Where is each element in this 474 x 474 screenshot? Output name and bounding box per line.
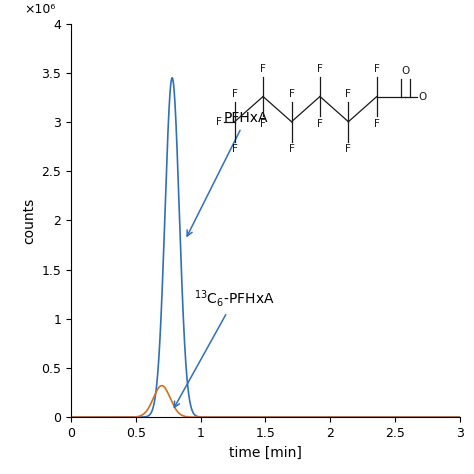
Text: O: O <box>418 91 426 101</box>
Text: F: F <box>260 64 266 74</box>
Text: F: F <box>216 117 222 127</box>
Text: F: F <box>374 119 380 129</box>
Text: F: F <box>289 145 294 155</box>
Text: F: F <box>374 64 380 74</box>
Text: F: F <box>346 89 351 99</box>
X-axis label: time [min]: time [min] <box>229 446 302 459</box>
Text: F: F <box>346 145 351 155</box>
Text: F: F <box>289 89 294 99</box>
Text: ×10⁶: ×10⁶ <box>25 3 56 16</box>
Text: F: F <box>317 119 323 129</box>
Text: O: O <box>401 66 410 76</box>
Text: F: F <box>260 119 266 129</box>
Text: $^{13}$C$_6$-PFHxA: $^{13}$C$_6$-PFHxA <box>174 288 275 407</box>
Text: F: F <box>232 89 237 99</box>
Text: PFHxA: PFHxA <box>187 111 268 236</box>
Y-axis label: counts: counts <box>22 197 36 244</box>
Text: F: F <box>317 64 323 74</box>
Text: F: F <box>232 145 237 155</box>
